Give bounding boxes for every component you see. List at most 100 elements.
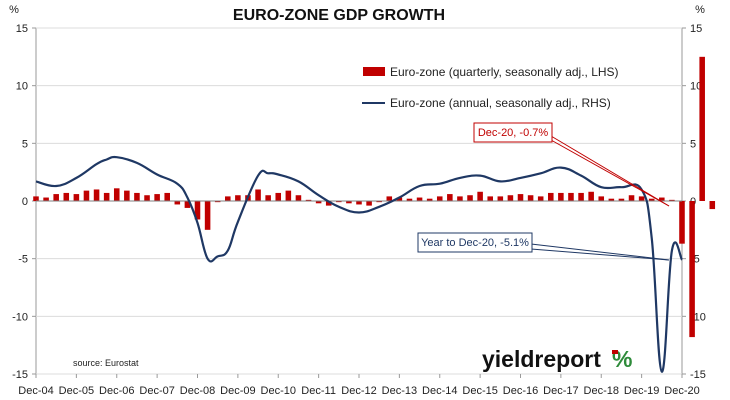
quarterly-bar xyxy=(285,190,292,201)
annotation-annual: Year to Dec-20, -5.1% xyxy=(417,232,670,261)
quarterly-bar xyxy=(225,196,231,201)
legend-swatch-quarterly xyxy=(363,67,385,76)
quarterly-bar xyxy=(154,194,160,201)
quarterly-bar xyxy=(33,196,39,201)
annotation-annual-label: Year to Dec-20, -5.1% xyxy=(421,237,529,249)
quarterly-bar xyxy=(346,201,352,204)
logo-percent-symbol: % xyxy=(612,346,632,372)
right-tick-label: 10 xyxy=(690,81,702,93)
left-tick-label: 15 xyxy=(16,23,28,35)
legend-label-quarterly: Euro-zone (quarterly, seasonally adj., L… xyxy=(390,65,619,79)
quarterly-bar xyxy=(618,198,625,201)
quarterly-bar xyxy=(376,201,382,203)
quarterly-bar xyxy=(568,192,574,201)
right-tick-label: 15 xyxy=(690,23,702,35)
annual-line-series xyxy=(35,155,683,373)
quarterly-bar xyxy=(467,195,473,201)
quarterly-bar xyxy=(416,197,423,201)
quarterly-bar xyxy=(174,201,181,205)
quarterly-bar xyxy=(487,196,493,201)
x-tick-label: Dec-13 xyxy=(382,385,417,397)
annotation-quarterly: Dec-20, -0.7% xyxy=(473,122,670,207)
quarterly-bar xyxy=(406,198,413,201)
quarterly-bar xyxy=(497,196,504,201)
logo-wordmark: yieldreport xyxy=(482,346,601,372)
quarterly-bar xyxy=(426,198,433,201)
quarterly-bar xyxy=(699,56,705,201)
chart-title: EURO-ZONE GDP GROWTH xyxy=(233,7,445,24)
left-axis-unit: % xyxy=(9,4,19,16)
quarterly-bar xyxy=(43,197,49,201)
x-tick-label: Dec-08 xyxy=(180,385,215,397)
x-tick-label: Dec-04 xyxy=(18,385,53,397)
x-tick-label: Dec-17 xyxy=(543,385,578,397)
quarterly-bar xyxy=(679,201,685,244)
quarterly-bar xyxy=(477,191,483,201)
yieldreport-logo: yieldreport % xyxy=(482,346,632,372)
x-tick-label: Dec-07 xyxy=(139,385,174,397)
quarterly-bar xyxy=(648,198,655,201)
quarterly-bar xyxy=(144,195,150,201)
quarterly-bar xyxy=(709,201,716,210)
source-note: source: Eurostat xyxy=(73,358,139,368)
legend-label-annual: Euro-zone (annual, seasonally adj., RHS) xyxy=(390,96,611,110)
right-tick-label: 5 xyxy=(690,138,696,150)
left-tick-label: -5 xyxy=(18,254,28,266)
quarterly-bar xyxy=(103,192,110,201)
quarterly-bar xyxy=(325,201,332,206)
quarterly-bar xyxy=(517,194,524,201)
quarterly-bar xyxy=(124,190,130,201)
left-axis-ticks: 15 10 5 0 -5 -10 -15 xyxy=(12,23,28,381)
quarterly-bar xyxy=(436,196,443,201)
quarterly-bar xyxy=(447,194,453,201)
quarterly-bar xyxy=(588,191,594,201)
left-tick-label: 10 xyxy=(16,81,28,93)
left-tick-label: 5 xyxy=(22,138,28,150)
quarterly-bar xyxy=(113,188,120,201)
x-tick-label: Dec-11 xyxy=(301,385,336,397)
quarterly-bar xyxy=(366,201,372,206)
quarterly-bar xyxy=(93,189,100,201)
left-tick-label: 0 xyxy=(22,196,28,208)
quarterly-bar xyxy=(204,201,211,230)
x-tick-label: Dec-10 xyxy=(261,385,296,397)
quarterly-bar xyxy=(315,201,322,204)
x-tick-label: Dec-14 xyxy=(422,385,457,397)
legend: Euro-zone (quarterly, seasonally adj., L… xyxy=(362,65,619,110)
quarterly-bar xyxy=(689,201,695,338)
x-tick-label: Dec-16 xyxy=(503,385,538,397)
x-tick-label: Dec-19 xyxy=(624,385,659,397)
quarterly-bar xyxy=(83,190,90,201)
x-tick-label: Dec-18 xyxy=(584,385,619,397)
quarterly-bar xyxy=(184,201,191,208)
quarterly-bars xyxy=(33,56,716,338)
x-axis-ticks: Dec-04 Dec-05 Dec-06 Dec-07 Dec-08 Dec-09 Dec-… xyxy=(18,374,700,397)
quarterly-bar xyxy=(63,192,70,201)
quarterly-bar xyxy=(578,192,584,201)
quarterly-bar xyxy=(527,195,534,201)
quarterly-bar xyxy=(164,192,170,201)
right-axis-unit: % xyxy=(695,4,705,16)
right-tick-label: -15 xyxy=(690,369,706,381)
left-tick-label: -15 xyxy=(12,369,28,381)
quarterly-bar xyxy=(305,199,312,201)
right-tick-label: -5 xyxy=(690,254,700,266)
quarterly-bar xyxy=(73,194,80,201)
quarterly-bar xyxy=(386,196,393,201)
quarterly-bar xyxy=(214,201,221,203)
annotation-quarterly-label: Dec-20, -0.7% xyxy=(478,127,549,139)
quarterly-bar xyxy=(558,192,564,201)
quarterly-bar xyxy=(255,189,261,201)
quarterly-bar xyxy=(336,201,342,203)
quarterly-bar xyxy=(356,201,362,205)
quarterly-bar xyxy=(457,196,463,201)
quarterly-bar xyxy=(194,201,201,220)
quarterly-bar xyxy=(396,197,403,201)
quarterly-bar xyxy=(628,195,635,201)
quarterly-bar xyxy=(537,196,544,201)
x-tick-label: Dec-12 xyxy=(341,385,376,397)
x-tick-label: Dec-05 xyxy=(59,385,94,397)
quarterly-bar xyxy=(638,196,645,201)
quarterly-bar xyxy=(295,195,302,201)
